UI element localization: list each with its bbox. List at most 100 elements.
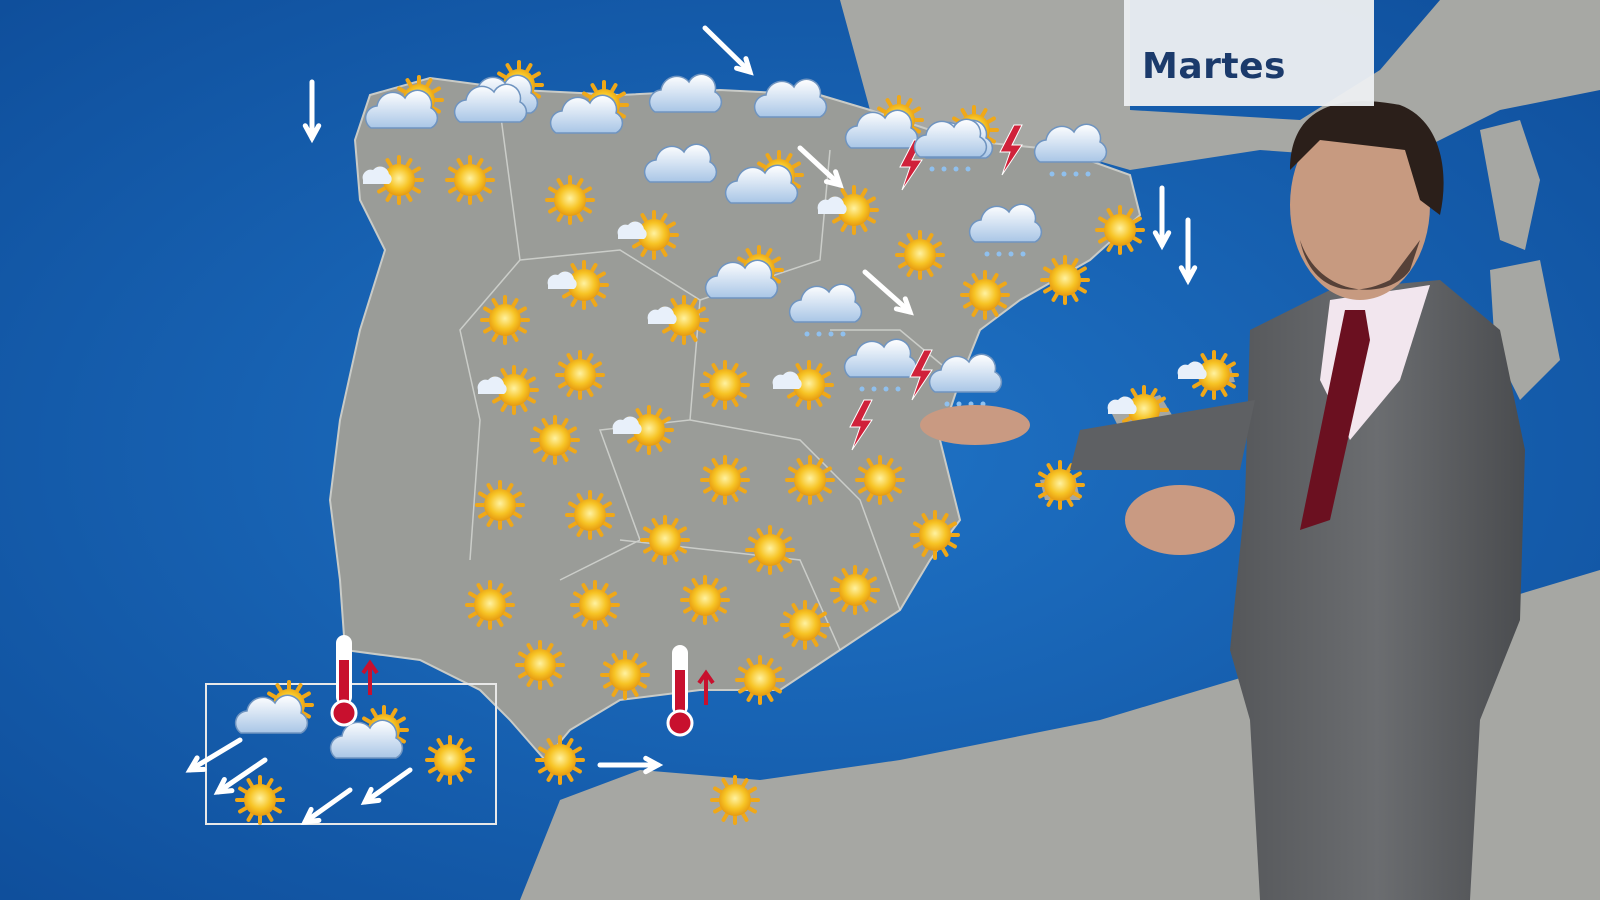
cloud-icon <box>329 719 404 759</box>
cloud-icon <box>1033 123 1108 163</box>
sun-icon <box>475 480 525 530</box>
sun-icon <box>535 735 585 785</box>
storm-icon <box>849 399 873 451</box>
fog-sun-icon <box>647 295 709 345</box>
cloud-icon <box>928 353 1003 393</box>
sun-icon <box>600 650 650 700</box>
wind-arrow-icon <box>360 767 413 806</box>
sun-icon <box>910 510 960 560</box>
storm-icon <box>999 124 1023 176</box>
sun-cloud-icon <box>844 95 924 149</box>
wind-arrow-icon <box>862 269 914 316</box>
thermometer-up-icon <box>330 635 379 727</box>
sun-icon <box>489 365 539 415</box>
cloud-icon <box>648 73 723 113</box>
sun-icon <box>829 185 879 235</box>
sun-icon <box>445 155 495 205</box>
presenter-hand-right <box>1125 485 1235 555</box>
presenter-hair <box>1290 101 1444 215</box>
rain-cloud-icon <box>968 203 1043 257</box>
sun-icon <box>960 270 1010 320</box>
cloud-icon <box>234 694 309 734</box>
sun-icon <box>425 735 475 785</box>
wind-arrow-icon <box>597 755 664 775</box>
cloud-icon <box>724 164 799 204</box>
cloud-icon <box>913 118 988 158</box>
rain-cloud-icon <box>1033 123 1108 177</box>
sun-icon <box>565 490 615 540</box>
fog-sun-icon <box>547 260 609 310</box>
sun-cloud-icon <box>704 245 784 299</box>
sun-icon <box>680 575 730 625</box>
wind-arrow-icon <box>300 787 353 826</box>
sun-icon <box>745 525 795 575</box>
sun-icon <box>235 775 285 825</box>
sun-icon <box>895 230 945 280</box>
sun-icon <box>710 775 760 825</box>
sun-icon <box>1095 205 1145 255</box>
presenter <box>920 101 1525 900</box>
wind-arrow-icon <box>1178 217 1198 286</box>
sun-icon <box>629 210 679 260</box>
sun-icon <box>545 175 595 225</box>
sun-icon <box>780 600 830 650</box>
fog-sun-icon <box>817 185 879 235</box>
sun-icon <box>640 515 690 565</box>
cloud-icon <box>643 143 718 183</box>
sun-icon <box>570 580 620 630</box>
sun-cloud-icon <box>364 75 444 129</box>
day-label: Martes <box>1142 46 1286 87</box>
sun-icon <box>1035 460 1085 510</box>
cloud-icon <box>844 109 919 149</box>
cloud-icon <box>788 283 863 323</box>
storm-icon <box>909 349 933 401</box>
sun-icon <box>530 415 580 465</box>
wind-arrow-icon <box>797 145 844 189</box>
sun-icon <box>465 580 515 630</box>
rain-cloud-icon <box>843 338 918 392</box>
fog-sun-icon <box>612 405 674 455</box>
sun-icon <box>555 350 605 400</box>
wind-arrow-icon <box>302 79 322 144</box>
sun-cloud-icon <box>724 150 804 204</box>
sun-icon <box>830 565 880 615</box>
rain-cloud-icon <box>788 283 863 337</box>
fog-sun-icon <box>772 360 834 410</box>
sun-icon <box>735 655 785 705</box>
cloud-icon <box>364 89 439 129</box>
rain-cloud-icon <box>913 118 988 172</box>
cloud-icon <box>453 83 528 123</box>
fog-sun-icon <box>1177 350 1239 400</box>
sun-icon <box>515 640 565 690</box>
presenter-suit <box>1230 280 1525 900</box>
sun-cloud-icon <box>549 80 629 134</box>
sun-icon <box>785 455 835 505</box>
wind-arrow-icon <box>185 737 243 773</box>
sun-cloud-icon <box>329 705 409 759</box>
fog-sun-icon <box>477 365 539 415</box>
sun-icon <box>480 295 530 345</box>
wind-arrow-icon <box>213 757 268 795</box>
fog-sun-icon <box>617 210 679 260</box>
cloud-icon <box>549 94 624 134</box>
sun-icon <box>700 455 750 505</box>
thermometer-up-icon <box>666 645 715 737</box>
cloud-icon <box>843 338 918 378</box>
sun-icon <box>1189 350 1239 400</box>
presenter-arm <box>1070 400 1255 470</box>
sun-icon <box>855 455 905 505</box>
cloud-icon <box>753 78 828 118</box>
sun-icon <box>1040 255 1090 305</box>
presenter-tie <box>1300 310 1370 530</box>
presenter-head <box>1290 110 1430 300</box>
wind-arrow-icon <box>1152 185 1172 251</box>
wind-arrow-icon <box>702 25 754 76</box>
day-label-box <box>1124 0 1374 106</box>
fog-sun-icon <box>362 155 424 205</box>
presenter-hand-left <box>920 405 1030 445</box>
sun-icon <box>700 360 750 410</box>
cloud-icon <box>968 203 1043 243</box>
sun-cloud-icon <box>234 680 314 734</box>
cloud-icon <box>704 259 779 299</box>
